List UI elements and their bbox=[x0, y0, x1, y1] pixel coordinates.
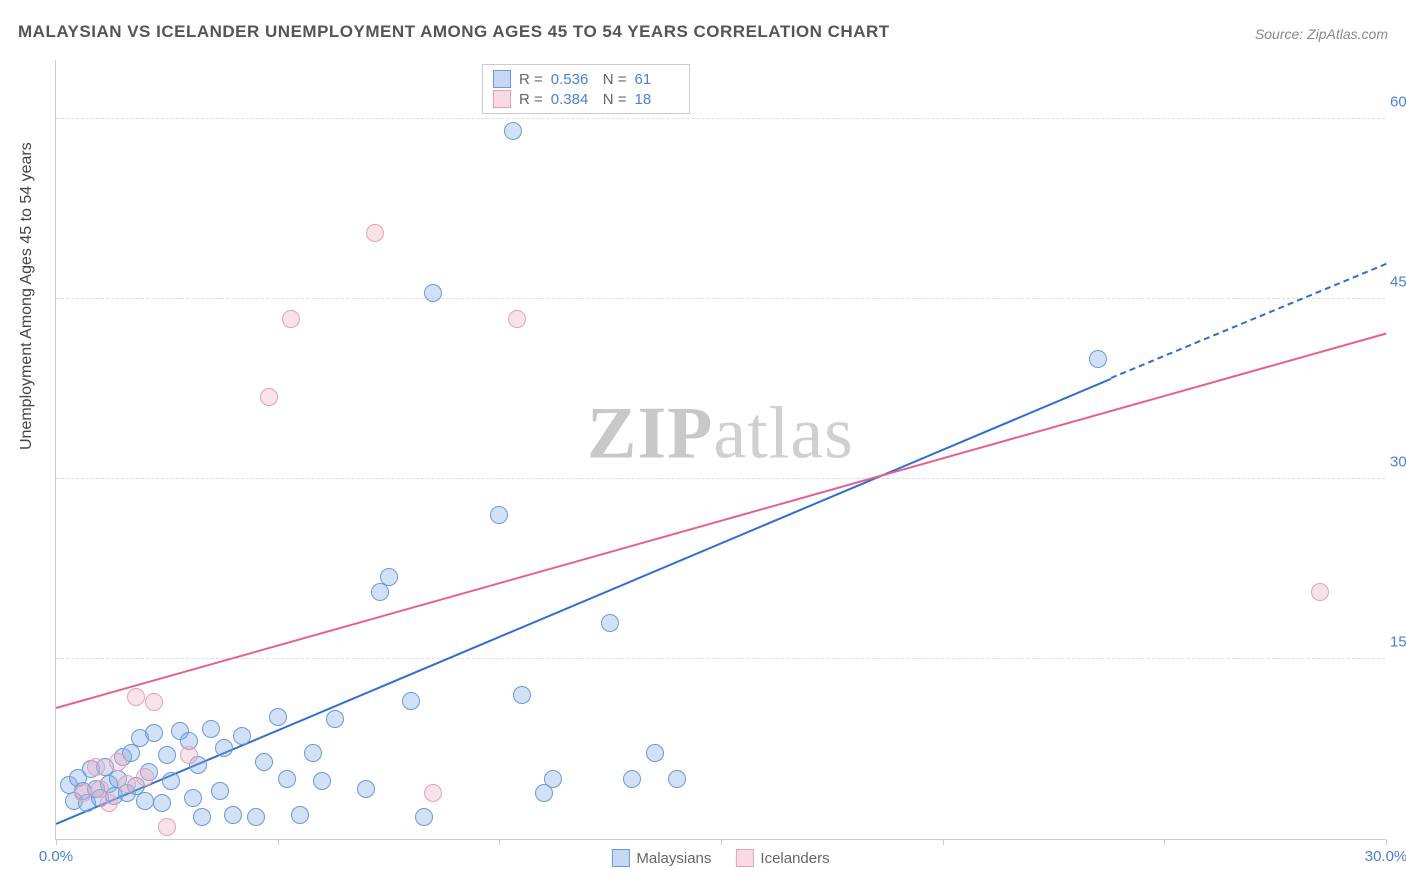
data-point bbox=[623, 770, 641, 788]
data-point bbox=[202, 720, 220, 738]
y-tick-label: 30.0% bbox=[1390, 454, 1406, 471]
data-point bbox=[260, 388, 278, 406]
stat-r-value: 0.384 bbox=[551, 91, 595, 108]
stats-legend-box: R = 0.536 N = 61 R = 0.384 N = 18 bbox=[482, 64, 690, 114]
stat-n-label: N = bbox=[603, 91, 627, 108]
trendline bbox=[56, 333, 1387, 709]
legend-label: Icelanders bbox=[760, 850, 829, 867]
watermark-bold: ZIP bbox=[587, 392, 713, 474]
watermark-text: ZIPatlas bbox=[587, 391, 854, 476]
gridline-horizontal bbox=[56, 118, 1385, 119]
x-tick bbox=[278, 839, 279, 845]
data-point bbox=[136, 768, 154, 786]
bottom-legend: Malaysians Icelanders bbox=[611, 849, 829, 867]
data-point bbox=[544, 770, 562, 788]
data-point bbox=[508, 310, 526, 328]
data-point bbox=[233, 727, 251, 745]
data-point bbox=[145, 724, 163, 742]
trendline-extrapolated bbox=[1111, 263, 1387, 379]
x-tick bbox=[721, 839, 722, 845]
data-point bbox=[162, 772, 180, 790]
stat-n-value: 18 bbox=[635, 91, 679, 108]
swatch-icon bbox=[493, 70, 511, 88]
data-point bbox=[424, 284, 442, 302]
data-point bbox=[1311, 583, 1329, 601]
data-point bbox=[74, 784, 92, 802]
y-axis-label: Unemployment Among Ages 45 to 54 years bbox=[18, 142, 36, 450]
data-point bbox=[87, 758, 105, 776]
stats-row: R = 0.536 N = 61 bbox=[493, 69, 679, 89]
legend-item: Icelanders bbox=[735, 849, 829, 867]
stat-r-value: 0.536 bbox=[551, 71, 595, 88]
legend-item: Malaysians bbox=[611, 849, 711, 867]
stats-row: R = 0.384 N = 18 bbox=[493, 89, 679, 109]
x-tick bbox=[1164, 839, 1165, 845]
data-point bbox=[282, 310, 300, 328]
data-point bbox=[215, 739, 233, 757]
data-point bbox=[278, 770, 296, 788]
legend-label: Malaysians bbox=[636, 850, 711, 867]
data-point bbox=[513, 686, 531, 704]
gridline-horizontal bbox=[56, 478, 1385, 479]
data-point bbox=[601, 614, 619, 632]
trendline bbox=[56, 377, 1112, 824]
gridline-horizontal bbox=[56, 298, 1385, 299]
scatter-plot-area: ZIPatlas R = 0.536 N = 61 R = 0.384 N = … bbox=[55, 60, 1385, 840]
x-tick-label: 30.0% bbox=[1365, 848, 1406, 865]
data-point bbox=[127, 688, 145, 706]
data-point bbox=[326, 710, 344, 728]
x-tick bbox=[1386, 839, 1387, 845]
data-point bbox=[118, 775, 136, 793]
data-point bbox=[668, 770, 686, 788]
x-tick bbox=[499, 839, 500, 845]
data-point bbox=[153, 794, 171, 812]
x-tick-label: 0.0% bbox=[39, 848, 73, 865]
data-point bbox=[304, 744, 322, 762]
gridline-horizontal bbox=[56, 658, 1385, 659]
data-point bbox=[100, 794, 118, 812]
data-point bbox=[136, 792, 154, 810]
chart-title: MALAYSIAN VS ICELANDER UNEMPLOYMENT AMON… bbox=[18, 22, 890, 42]
x-tick bbox=[56, 839, 57, 845]
data-point bbox=[380, 568, 398, 586]
stat-r-label: R = bbox=[519, 91, 543, 108]
data-point bbox=[1089, 350, 1107, 368]
stat-n-value: 61 bbox=[635, 71, 679, 88]
data-point bbox=[313, 772, 331, 790]
data-point bbox=[193, 808, 211, 826]
data-point bbox=[247, 808, 265, 826]
data-point bbox=[180, 746, 198, 764]
y-tick-label: 60.0% bbox=[1390, 94, 1406, 111]
data-point bbox=[145, 693, 163, 711]
data-point bbox=[402, 692, 420, 710]
data-point bbox=[224, 806, 242, 824]
watermark-light: atlas bbox=[713, 392, 854, 474]
data-point bbox=[255, 753, 273, 771]
data-point bbox=[109, 753, 127, 771]
data-point bbox=[211, 782, 229, 800]
data-point bbox=[504, 122, 522, 140]
data-point bbox=[184, 789, 202, 807]
y-tick-label: 45.0% bbox=[1390, 274, 1406, 291]
x-tick bbox=[943, 839, 944, 845]
stat-n-label: N = bbox=[603, 71, 627, 88]
data-point bbox=[357, 780, 375, 798]
data-point bbox=[291, 806, 309, 824]
data-point bbox=[269, 708, 287, 726]
data-point bbox=[646, 744, 664, 762]
swatch-icon bbox=[611, 849, 629, 867]
data-point bbox=[490, 506, 508, 524]
swatch-icon bbox=[493, 90, 511, 108]
data-point bbox=[424, 784, 442, 802]
data-point bbox=[158, 818, 176, 836]
source-attribution: Source: ZipAtlas.com bbox=[1255, 26, 1388, 42]
data-point bbox=[415, 808, 433, 826]
y-tick-label: 15.0% bbox=[1390, 634, 1406, 651]
stat-r-label: R = bbox=[519, 71, 543, 88]
data-point bbox=[158, 746, 176, 764]
swatch-icon bbox=[735, 849, 753, 867]
data-point bbox=[366, 224, 384, 242]
